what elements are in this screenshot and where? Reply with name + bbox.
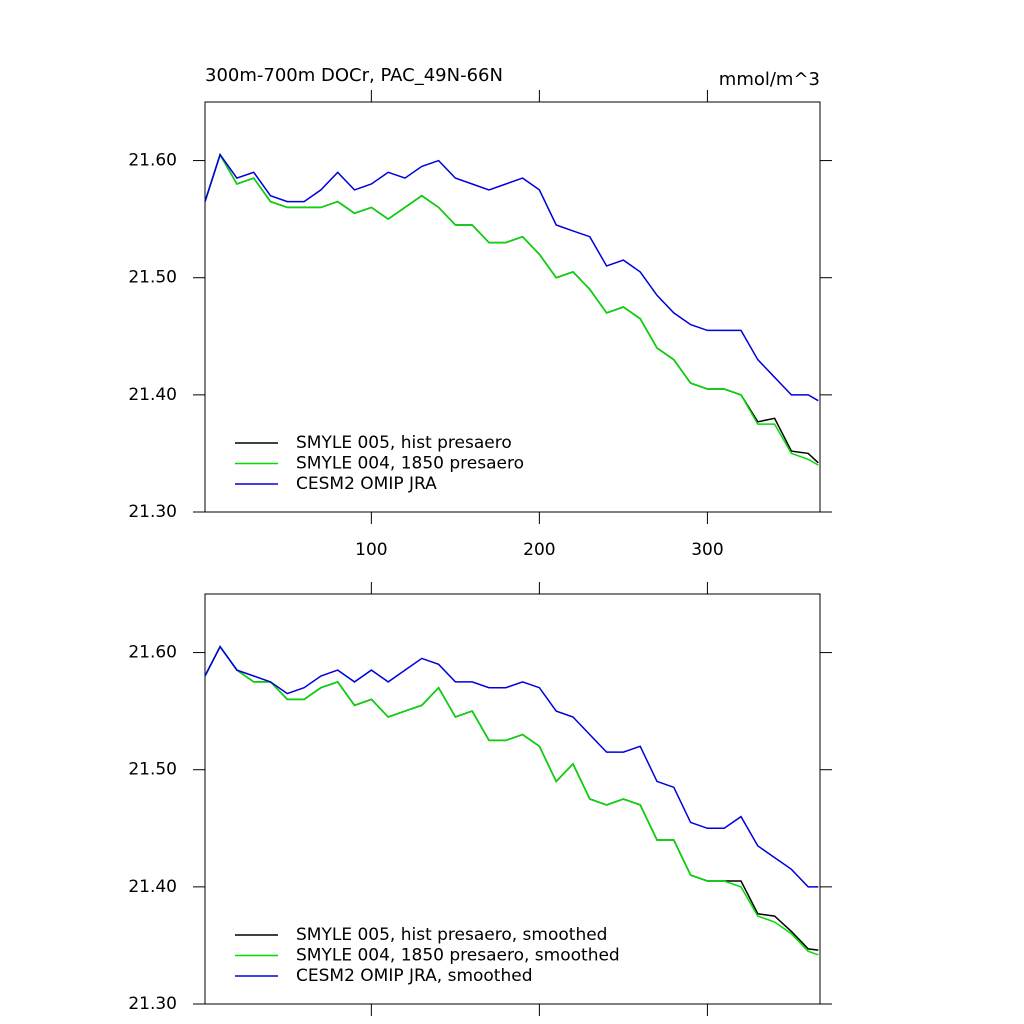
x-tick-label: 100: [355, 540, 387, 560]
legend-label: SMYLE 004, 1850 presaero: [296, 454, 524, 474]
data-line: [204, 153, 819, 402]
data-line: [204, 152, 819, 466]
data-line: [204, 645, 819, 888]
legend-label: CESM2 OMIP JRA, smoothed: [296, 966, 533, 986]
legend-label: CESM2 OMIP JRA: [296, 474, 437, 494]
y-tick-label: 21.50: [128, 760, 177, 780]
legend-label: SMYLE 004, 1850 presaero, smoothed: [296, 946, 620, 966]
plot-frame: [204, 593, 821, 1005]
plot-frame: [204, 101, 821, 513]
y-tick-label: 21.40: [128, 385, 177, 405]
y-tick-label: 21.40: [128, 877, 177, 897]
y-tick-label: 21.60: [128, 643, 177, 663]
x-tick-label: 200: [523, 540, 555, 560]
x-tick-label: 300: [691, 540, 723, 560]
legend-label: SMYLE 005, hist presaero, smoothed: [296, 925, 607, 945]
units-label: mmol/m^3: [719, 69, 820, 90]
y-tick-label: 21.60: [128, 151, 177, 171]
y-tick-label: 21.50: [128, 268, 177, 288]
y-tick-label: 21.30: [128, 994, 177, 1014]
data-line: [204, 645, 819, 951]
y-tick-label: 21.30: [128, 502, 177, 522]
legend-label: SMYLE 005, hist presaero: [296, 433, 512, 453]
data-line: [204, 645, 819, 956]
chart-title: 300m-700m DOCr, PAC_49N-66N: [205, 65, 503, 86]
